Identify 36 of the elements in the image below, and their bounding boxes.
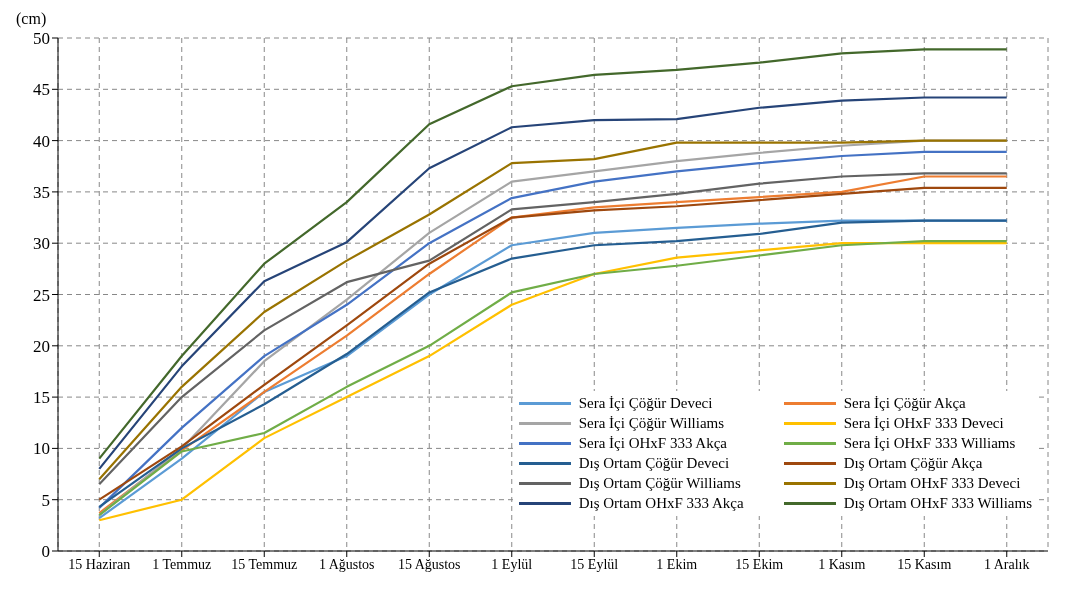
y-tick-label: 40 bbox=[33, 131, 50, 151]
y-tick-label: 25 bbox=[33, 285, 50, 305]
y-tick-label: 0 bbox=[41, 542, 50, 562]
legend-label: Sera İçi OHxF 333 Deveci bbox=[843, 415, 1004, 432]
x-tick-label: 15 Temmuz bbox=[231, 556, 298, 572]
x-tick-label: 1 Ağustos bbox=[318, 556, 375, 572]
legend-label: Dış Ortam OHxF 333 Williams bbox=[843, 495, 1032, 512]
legend-label: Dış Ortam Çöğür Deveci bbox=[578, 455, 730, 472]
legend-label: Sera İçi Çöğür Akça bbox=[843, 395, 966, 412]
legend-label: Dış Ortam Çöğür Williams bbox=[578, 475, 741, 492]
x-tick-label: 15 Kasım bbox=[897, 556, 952, 572]
x-tick-label: 1 Temmuz bbox=[152, 556, 212, 572]
legend-label: Dış Ortam Çöğür Akça bbox=[843, 455, 983, 472]
x-tick-label: 1 Aralık bbox=[984, 556, 1030, 572]
y-tick-label: 35 bbox=[33, 182, 50, 202]
legend-label: Sera İçi Çöğür Deveci bbox=[578, 395, 713, 412]
y-tick-label: 10 bbox=[33, 439, 50, 459]
y-tick-label: 5 bbox=[41, 490, 50, 510]
y-tick-label: 45 bbox=[33, 80, 50, 100]
legend-label: Dış Ortam OHxF 333 Akça bbox=[578, 495, 744, 512]
legend-label: Dış Ortam OHxF 333 Deveci bbox=[843, 475, 1021, 492]
y-tick-label: 30 bbox=[33, 234, 50, 254]
legend-label: Sera İçi OHxF 333 Akça bbox=[578, 435, 728, 452]
x-tick-label: 15 Ekim bbox=[735, 556, 784, 572]
x-tick-label: 15 Haziran bbox=[68, 556, 131, 572]
legend-label: Sera İçi Çöğür Williams bbox=[578, 415, 725, 432]
x-tick-label: 1 Ekim bbox=[656, 556, 698, 572]
x-tick-label: 15 Ağustos bbox=[397, 556, 461, 572]
x-tick-label: 1 Kasım bbox=[818, 556, 866, 572]
y-tick-label: 50 bbox=[33, 29, 50, 49]
y-tick-label: 20 bbox=[33, 336, 50, 356]
legend-label: Sera İçi OHxF 333 Williams bbox=[843, 435, 1016, 452]
y-axis-title: (cm) bbox=[16, 10, 47, 28]
x-tick-label: 15 Eylül bbox=[570, 556, 619, 572]
y-tick-label: 15 bbox=[33, 388, 50, 408]
x-tick-label: 1 Eylül bbox=[491, 556, 533, 572]
